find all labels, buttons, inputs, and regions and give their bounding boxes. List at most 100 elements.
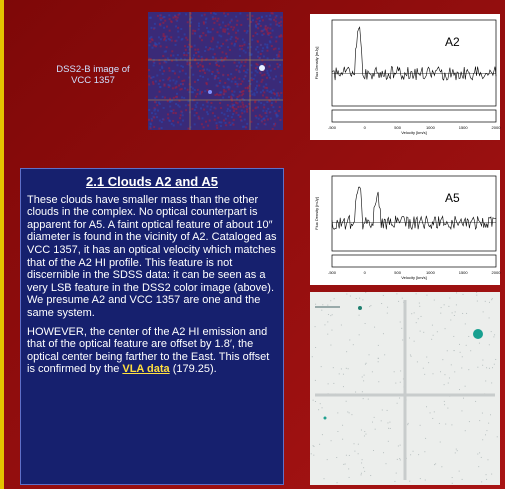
noise: [312, 356, 313, 357]
noise: [216, 69, 218, 71]
noise: [477, 367, 478, 368]
noise: [162, 96, 164, 98]
noise: [213, 107, 215, 109]
noise: [180, 114, 182, 116]
noise: [279, 51, 281, 53]
noise: [455, 452, 456, 453]
noise: [172, 120, 174, 122]
noise: [447, 408, 448, 409]
noise: [192, 108, 194, 110]
noise: [216, 64, 218, 66]
noise: [213, 22, 215, 24]
noise: [217, 18, 219, 20]
noise: [278, 110, 280, 112]
noise: [228, 96, 230, 98]
noise: [432, 325, 433, 326]
x-tick-label: 1500: [459, 125, 469, 130]
noise: [485, 301, 486, 302]
noise: [426, 295, 427, 296]
noise: [455, 311, 456, 312]
spectrum-a2: A2-5000500100015002000Velocity [km/s]Flu…: [310, 14, 501, 140]
noise: [200, 107, 202, 109]
noise: [348, 468, 349, 469]
sdss-image: [310, 292, 500, 485]
noise: [148, 84, 150, 86]
noise: [420, 478, 421, 479]
noise: [232, 106, 234, 108]
vla-link[interactable]: VLA data: [122, 363, 169, 375]
noise: [313, 446, 314, 447]
noise: [372, 371, 373, 372]
noise: [149, 41, 151, 43]
noise: [362, 376, 363, 377]
noise: [254, 94, 256, 96]
noise: [233, 119, 235, 121]
noise: [202, 66, 204, 68]
noise: [239, 45, 241, 47]
noise: [327, 305, 328, 306]
noise: [440, 371, 441, 372]
noise: [215, 57, 217, 59]
noise: [243, 106, 245, 108]
noise: [162, 16, 164, 18]
noise: [191, 46, 193, 48]
noise: [311, 453, 312, 454]
noise: [358, 453, 359, 454]
noise: [337, 431, 338, 432]
noise: [456, 292, 457, 293]
noise: [425, 438, 426, 439]
noise: [216, 84, 218, 86]
noise: [181, 88, 183, 90]
noise: [157, 110, 159, 112]
noise: [235, 37, 237, 39]
star: [473, 329, 483, 339]
noise: [272, 30, 274, 32]
noise: [273, 123, 275, 125]
noise: [212, 18, 214, 20]
noise: [206, 101, 208, 103]
noise: [315, 347, 316, 348]
noise: [222, 43, 224, 45]
noise: [222, 21, 224, 23]
noise: [245, 126, 247, 128]
noise: [416, 293, 417, 294]
noise: [259, 20, 261, 22]
noise: [448, 383, 449, 384]
paragraph: HOWEVER, the center of the A2 HI emissio…: [27, 326, 277, 376]
noise: [270, 24, 272, 26]
noise: [266, 101, 268, 103]
noise: [194, 123, 196, 125]
noise: [231, 19, 233, 21]
noise: [221, 51, 223, 53]
noise: [154, 23, 156, 25]
spectrum-label: A5: [445, 191, 460, 205]
noise: [260, 53, 262, 55]
noise: [216, 31, 218, 33]
noise: [196, 93, 198, 95]
noise: [207, 49, 209, 51]
noise: [251, 72, 253, 74]
noise: [261, 34, 263, 36]
noise: [400, 459, 401, 460]
noise: [397, 403, 398, 404]
noise: [179, 117, 181, 119]
noise: [270, 70, 272, 72]
noise: [214, 115, 216, 117]
noise: [266, 115, 268, 117]
noise: [266, 70, 268, 72]
noise: [212, 112, 214, 114]
noise: [151, 47, 153, 49]
noise: [459, 344, 460, 345]
noise: [164, 84, 166, 86]
noise: [394, 481, 395, 482]
noise: [188, 104, 190, 106]
noise: [261, 74, 263, 76]
noise: [214, 77, 216, 79]
noise: [262, 19, 264, 21]
noise: [388, 441, 389, 442]
noise: [196, 102, 198, 104]
noise: [177, 121, 179, 123]
noise: [175, 82, 177, 84]
noise: [153, 126, 155, 128]
noise: [364, 375, 365, 376]
